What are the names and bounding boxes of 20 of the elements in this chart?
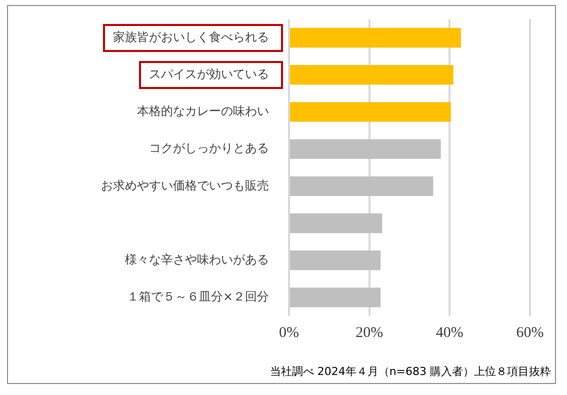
y-tick-label: コクがしっかりとある: [149, 141, 269, 156]
y-tick-label: 様々な辛さや味わいがある: [125, 252, 269, 266]
x-tick-label: 60%: [516, 324, 544, 341]
bar: [290, 102, 451, 122]
bar: [290, 213, 382, 234]
y-tick-label: 家族皆がおいしく食べられる: [113, 30, 269, 44]
bar: [290, 176, 434, 196]
y-tick-label: 本格的なカレーの味わい: [137, 104, 269, 118]
x-tick-label: 0%: [279, 324, 299, 341]
x-tick-label: 40%: [436, 324, 464, 341]
y-tick-label: スパイスが効いている: [149, 66, 269, 81]
bar: [290, 28, 461, 48]
bar: [290, 139, 441, 159]
text: 当社調べ 2024年４月（n=683 購入者）上位８項目抜粋: [270, 364, 551, 378]
x-tick-label: 20%: [356, 324, 384, 341]
bar: [290, 250, 381, 270]
bar: [290, 65, 454, 85]
y-tick-label: お求めやすい価格でいつも販売: [101, 178, 269, 192]
y-tick-label: １箱で５～６皿分×２回分: [126, 290, 269, 304]
bar: [290, 288, 381, 308]
